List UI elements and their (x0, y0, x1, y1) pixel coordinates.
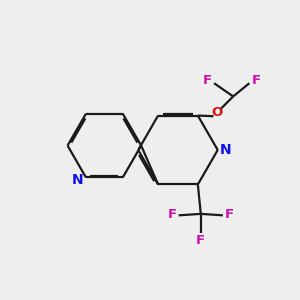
Text: F: F (203, 74, 212, 87)
Text: N: N (219, 143, 231, 157)
Text: N: N (72, 173, 83, 187)
Text: F: F (251, 74, 260, 87)
Text: F: F (196, 234, 206, 247)
Text: F: F (168, 208, 177, 221)
Text: O: O (212, 106, 223, 119)
Text: F: F (225, 208, 234, 221)
